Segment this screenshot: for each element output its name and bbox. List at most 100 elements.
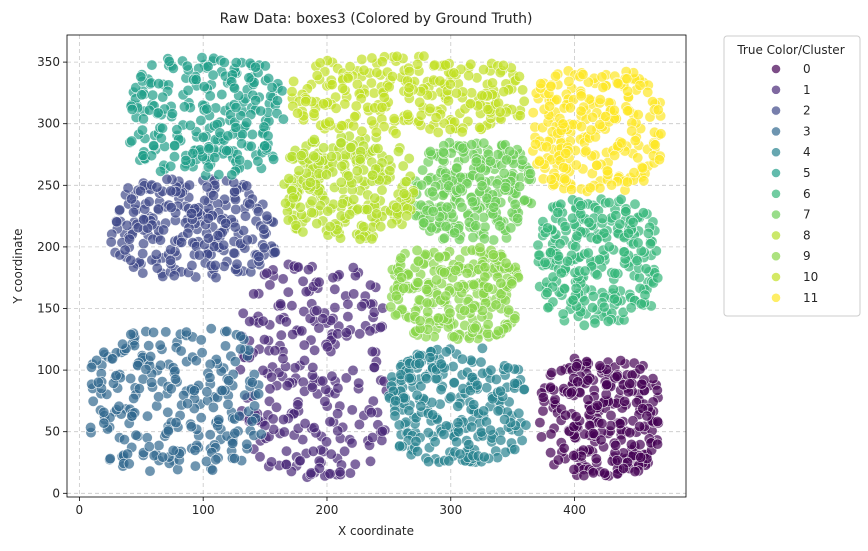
data-point <box>252 155 264 167</box>
data-point <box>199 195 211 207</box>
data-point <box>411 389 423 401</box>
data-point <box>244 198 256 210</box>
data-point <box>468 399 480 411</box>
data-point <box>448 331 460 343</box>
data-point <box>587 290 599 302</box>
data-point <box>479 271 491 283</box>
data-point <box>307 361 319 373</box>
y-tick-label: 50 <box>45 425 60 439</box>
data-point <box>371 67 383 79</box>
data-point <box>629 135 641 147</box>
data-point <box>216 384 228 396</box>
data-point <box>389 309 401 321</box>
data-point <box>467 231 479 243</box>
data-point <box>339 445 351 457</box>
data-point <box>325 448 337 460</box>
data-point <box>398 188 410 200</box>
data-point <box>160 326 172 338</box>
data-point <box>202 60 214 72</box>
data-point <box>488 201 500 213</box>
data-point <box>427 205 439 217</box>
data-point <box>118 434 130 446</box>
legend-marker-11 <box>771 292 781 303</box>
data-point <box>438 232 450 244</box>
y-tick-label: 150 <box>37 302 60 316</box>
data-point <box>195 412 207 424</box>
data-point <box>311 304 323 316</box>
data-point <box>443 455 455 467</box>
x-tick-label: 400 <box>563 503 586 517</box>
data-point <box>449 227 461 239</box>
data-point <box>314 57 326 69</box>
data-point <box>566 184 578 196</box>
cluster-11-points <box>527 65 667 197</box>
data-point <box>611 454 623 466</box>
data-point <box>248 288 260 300</box>
data-point <box>165 383 177 395</box>
data-point <box>568 463 580 475</box>
data-point <box>424 146 436 158</box>
data-point <box>594 119 606 131</box>
data-point <box>190 74 202 86</box>
data-point <box>416 179 428 191</box>
data-point <box>651 384 663 396</box>
data-point <box>346 437 358 449</box>
data-point <box>358 64 370 76</box>
data-point <box>140 363 152 375</box>
data-point <box>650 245 662 257</box>
data-point <box>622 105 634 117</box>
legend-label-4: 4 <box>803 145 811 159</box>
data-point <box>342 311 354 323</box>
data-point <box>203 143 215 155</box>
data-point <box>535 431 547 443</box>
data-point <box>550 70 562 82</box>
data-point <box>356 300 368 312</box>
data-point <box>170 373 182 385</box>
data-point <box>137 113 149 125</box>
data-point <box>195 334 207 346</box>
data-point <box>349 111 361 123</box>
data-point <box>442 95 454 107</box>
data-point <box>209 259 221 271</box>
data-point <box>336 120 348 132</box>
data-point <box>302 264 314 276</box>
y-tick-label: 100 <box>37 363 60 377</box>
legend-marker-8 <box>771 230 781 241</box>
data-point <box>117 338 129 350</box>
data-point <box>485 364 497 376</box>
data-point <box>235 343 247 355</box>
data-point <box>459 305 471 317</box>
data-point <box>175 345 187 357</box>
data-point <box>201 181 213 193</box>
data-point <box>582 374 594 386</box>
data-point <box>482 318 494 330</box>
data-point <box>340 327 352 339</box>
data-point <box>339 98 351 110</box>
data-point <box>567 294 579 306</box>
data-point <box>520 419 532 431</box>
data-point <box>233 410 245 422</box>
data-point <box>137 267 149 279</box>
data-point <box>230 57 242 69</box>
data-point <box>155 165 167 177</box>
data-point <box>288 75 300 87</box>
data-point <box>239 389 251 401</box>
data-point <box>497 59 509 71</box>
data-point <box>146 59 158 71</box>
data-point <box>581 356 593 368</box>
data-point <box>319 395 331 407</box>
data-point <box>644 238 656 250</box>
data-point <box>637 162 649 174</box>
data-point <box>376 184 388 196</box>
data-point <box>125 328 137 340</box>
data-point <box>602 315 614 327</box>
data-point <box>412 255 424 267</box>
data-point <box>478 451 490 463</box>
data-point <box>351 78 363 90</box>
data-point <box>651 415 663 427</box>
data-point <box>514 110 526 122</box>
x-axis-label: X coordinate <box>338 524 414 538</box>
legend-label-7: 7 <box>803 208 811 222</box>
data-point <box>274 298 286 310</box>
data-point <box>386 218 398 230</box>
